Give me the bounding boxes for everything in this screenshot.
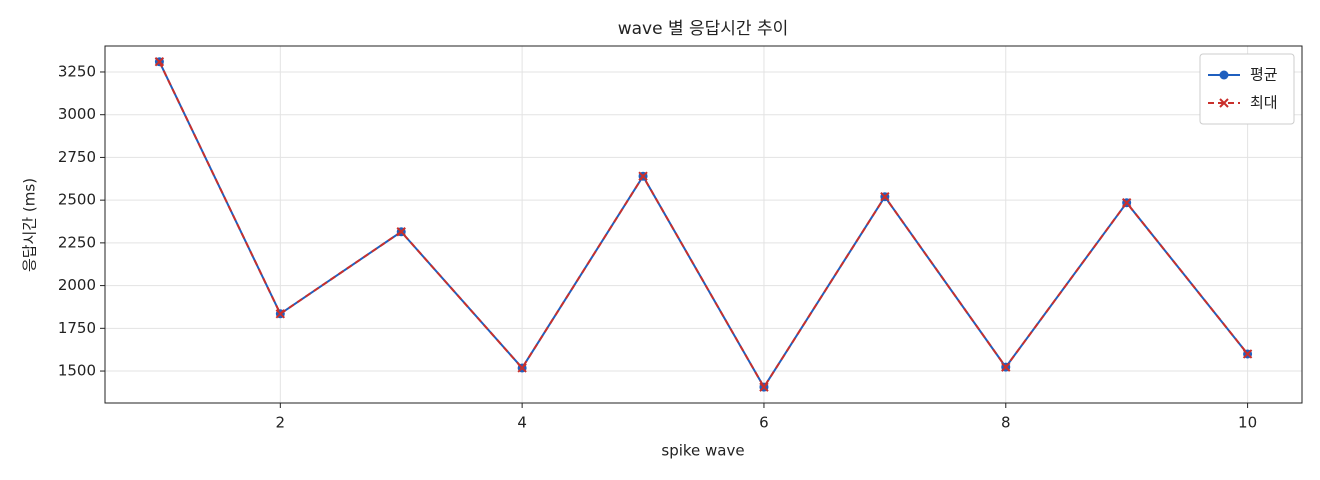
grid	[105, 46, 1302, 403]
marker	[275, 309, 286, 319]
y-tick-label: 2000	[58, 276, 96, 294]
series-line	[158, 61, 1249, 390]
marker	[1219, 70, 1229, 80]
legend-label: 최대	[1250, 94, 1278, 112]
chart-title: wave 별 응답시간 추이	[618, 19, 789, 39]
marker	[880, 192, 890, 202]
x-tick-label: 6	[759, 414, 769, 432]
x-tick-label: 2	[276, 414, 286, 432]
y-tick-label: 3250	[58, 62, 96, 80]
plot-frame	[104, 45, 1303, 404]
y-axis-label: 응답시간 (ms)	[21, 178, 39, 272]
marker	[1121, 198, 1132, 208]
y-tick-label: 1750	[58, 319, 96, 337]
x-axis-label: spike wave	[661, 442, 744, 460]
marker	[759, 382, 769, 392]
marker	[638, 171, 648, 181]
y-tick-label: 2250	[58, 233, 96, 251]
y-tick-label: 2500	[58, 191, 96, 209]
legend-label: 평균	[1250, 66, 1278, 84]
y-tick-label: 3000	[58, 105, 96, 123]
marker	[396, 227, 406, 237]
marker	[1242, 349, 1253, 359]
marker	[1219, 98, 1229, 108]
x-tick-label: 10	[1238, 414, 1257, 432]
plot	[154, 57, 1253, 392]
x-tick-label: 8	[1001, 414, 1011, 432]
marker	[154, 57, 165, 67]
legend-box	[1199, 53, 1295, 125]
marker	[1001, 362, 1011, 372]
y-tick-label: 2750	[58, 148, 96, 166]
y-tick-label: 1500	[58, 362, 96, 380]
x-tick-label: 4	[517, 414, 527, 432]
series-line	[158, 61, 1249, 390]
marker	[517, 363, 527, 373]
